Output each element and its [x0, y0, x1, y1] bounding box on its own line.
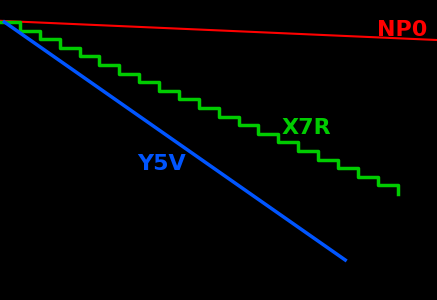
Text: X7R: X7R — [281, 118, 331, 138]
Text: Y5V: Y5V — [137, 154, 186, 174]
Text: NP0: NP0 — [377, 20, 427, 40]
